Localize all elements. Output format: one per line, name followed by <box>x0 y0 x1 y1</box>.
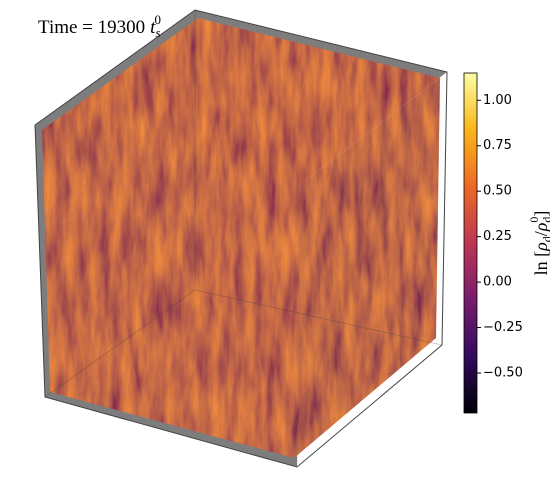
cb-label-rho2: ρ <box>531 222 550 232</box>
cb-label-sub2: d <box>540 217 550 223</box>
title-sub: s <box>155 25 160 40</box>
colorbar-tick-label: −0.50 <box>483 366 523 381</box>
colorbar-tick-label: 0.25 <box>483 229 512 244</box>
title-text: Time = 19300 <box>38 17 145 38</box>
title: Time = 19300 ts0 <box>38 12 161 40</box>
cb-label-prefix: ln [ <box>531 251 550 276</box>
colorbar-tick-label: 0.00 <box>483 275 512 290</box>
cb-label-sub: d <box>540 236 550 242</box>
cb-label-sep: / <box>531 231 550 236</box>
volume-render <box>34 9 448 468</box>
cb-label-rho: ρ <box>531 242 550 252</box>
cb-label-suffix: ] <box>531 211 550 217</box>
title-sup: 0 <box>155 12 162 27</box>
colorbar <box>463 72 478 414</box>
colorbar-tick-label: 0.50 <box>483 184 512 199</box>
colorbar-tick-label: 0.75 <box>483 138 512 153</box>
cb-label-sup2: 0 <box>527 217 541 223</box>
title-var: t <box>150 17 156 38</box>
colorbar-label: ln [ρd/ρd0] <box>527 211 550 276</box>
colorbar-tick-label: −0.25 <box>483 320 523 335</box>
colorbar-tick-label: 1.00 <box>483 93 512 108</box>
